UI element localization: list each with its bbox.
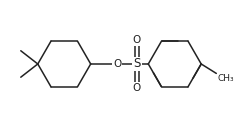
- Text: CH₃: CH₃: [217, 74, 234, 83]
- Text: O: O: [133, 83, 141, 93]
- Text: S: S: [133, 58, 141, 70]
- Text: O: O: [113, 59, 121, 69]
- Text: O: O: [133, 35, 141, 45]
